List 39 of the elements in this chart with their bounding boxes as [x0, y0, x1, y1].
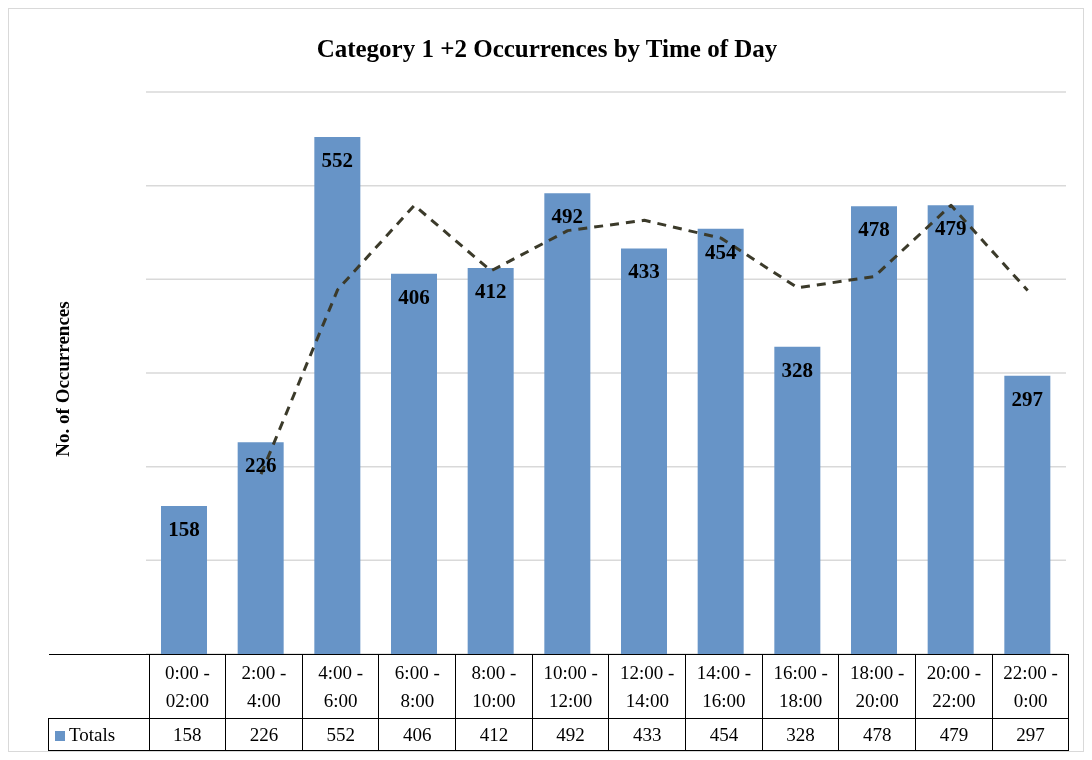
text: 454: [704, 239, 737, 264]
x-tick-label: 2:00 - 4:00: [225, 654, 303, 719]
x-tick-label: 18:00 - 20:00: [838, 654, 916, 719]
text: 433: [628, 259, 660, 284]
data-label: 406: [378, 718, 456, 751]
data-label: 454: [685, 718, 763, 751]
data-label: 478: [838, 718, 916, 751]
x-tick-label: 16:00 - 18:00: [762, 654, 839, 719]
text: 552: [321, 147, 354, 172]
chart-title: Category 1 +2 Occurrences by Time of Day: [315, 35, 779, 63]
x-tick-label: 0:00 - 02:00: [149, 654, 226, 719]
text: 412: [474, 279, 507, 304]
data-label: 226: [225, 718, 303, 751]
text: 297: [1011, 386, 1044, 411]
legend-label: Totals: [68, 723, 116, 745]
text: 492: [551, 204, 584, 229]
text: 478: [858, 217, 890, 242]
text: 226: [244, 453, 277, 478]
text: 158: [168, 517, 200, 542]
text: 479: [934, 216, 967, 241]
data-label: 492: [532, 718, 609, 751]
x-tick-label: 6:00 - 8:00: [378, 654, 456, 719]
data-label: 479: [915, 718, 993, 751]
data-label: 412: [455, 718, 533, 751]
data-label: 297: [992, 718, 1069, 751]
data-label: 328: [762, 718, 839, 751]
x-tick-label: 22:00 - 0:00: [992, 654, 1069, 719]
x-tick-label: 14:00 - 16:00: [685, 654, 763, 719]
x-tick-label: 20:00 - 22:00: [915, 654, 993, 719]
data-label: 433: [608, 718, 686, 751]
text: 328: [781, 357, 814, 382]
data-label: 552: [302, 718, 379, 751]
x-tick-label: 12:00 - 14:00: [608, 654, 686, 719]
x-tick-label: 10:00 - 12:00: [532, 654, 609, 719]
x-tick-label: 8:00 - 10:00: [455, 654, 533, 719]
x-tick-label: 4:00 - 6:00: [302, 654, 379, 719]
data-label: 158: [149, 718, 226, 751]
y-axis-title: No. of Occurrences: [52, 301, 74, 457]
text: 406: [398, 284, 430, 309]
